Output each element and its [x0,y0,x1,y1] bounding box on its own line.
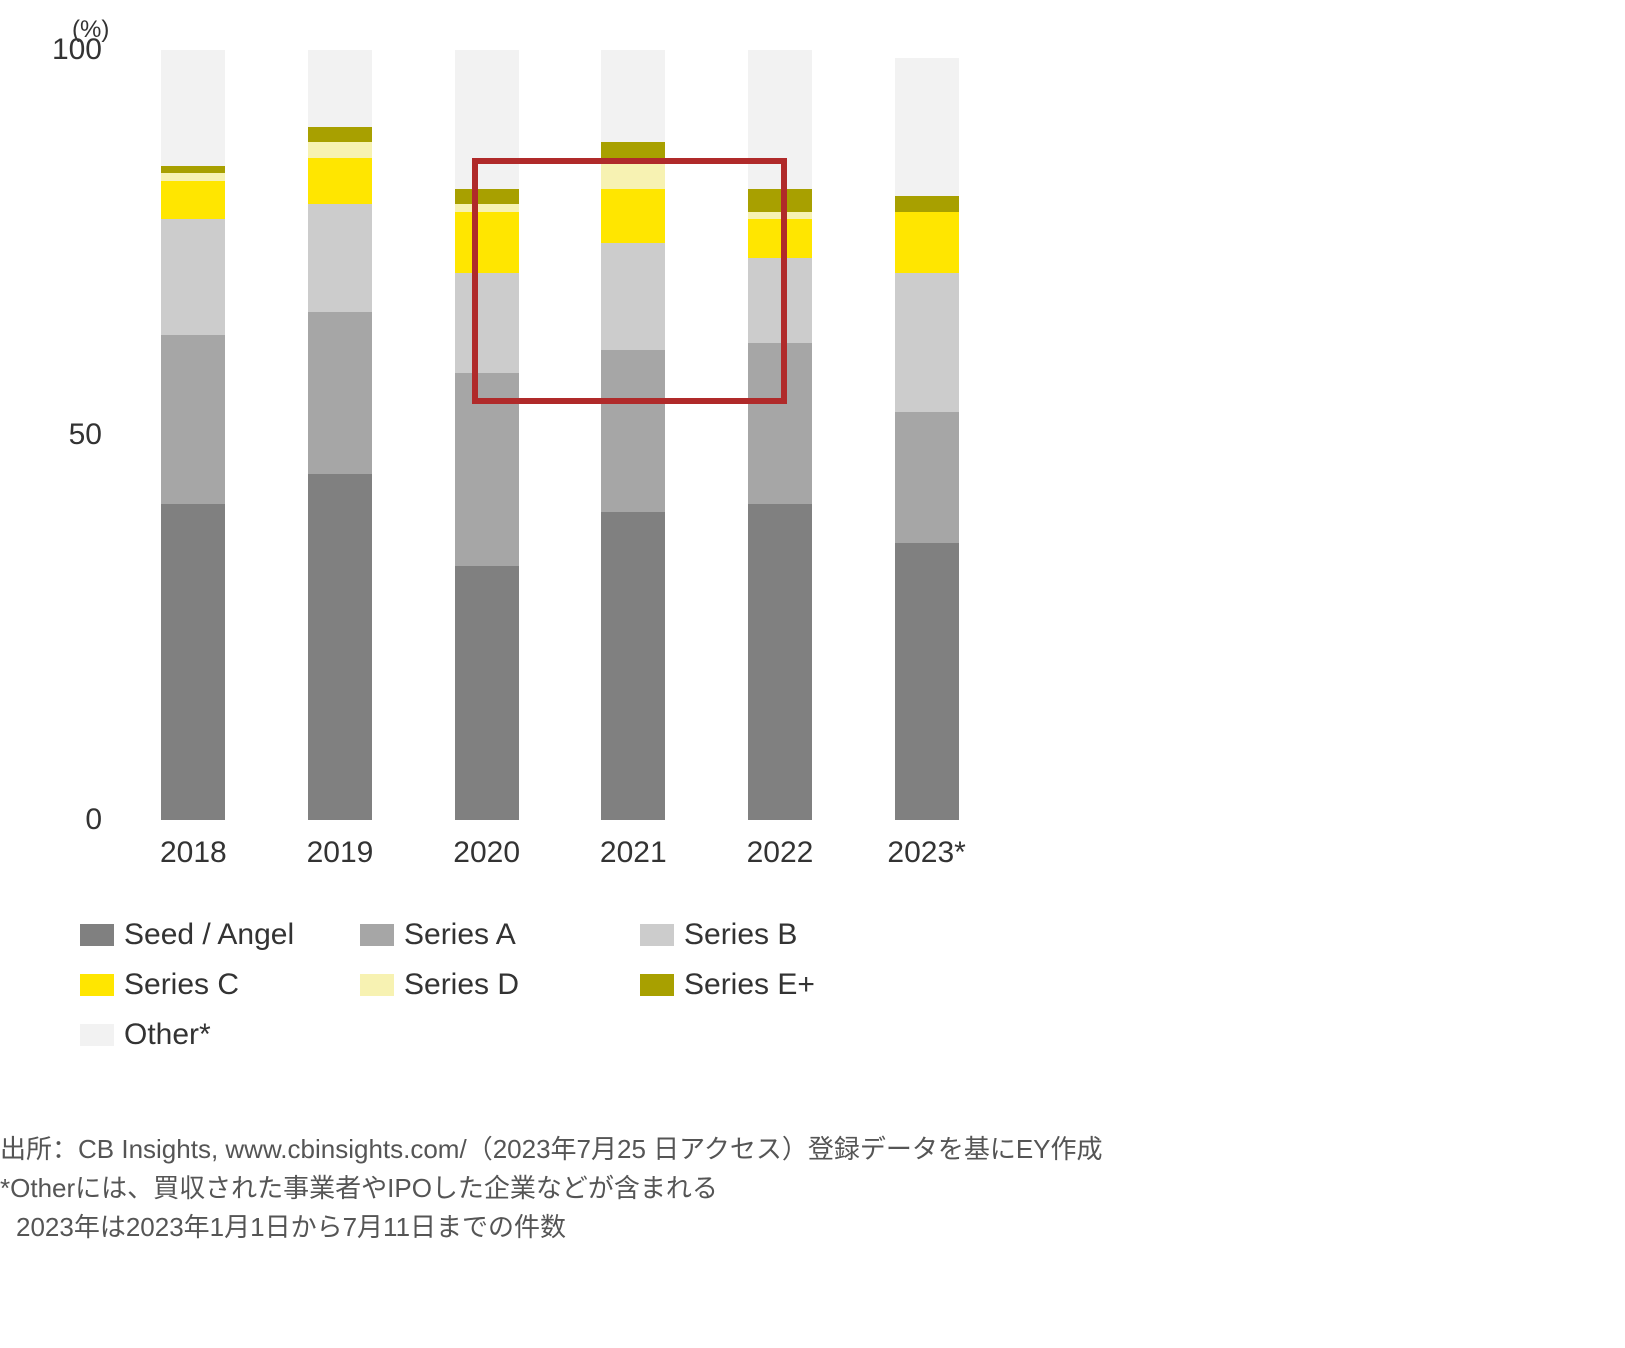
x-tick-label: 2019 [270,836,410,870]
bar-segment-seriesD [455,204,519,212]
bar-segment-seriesA [895,412,959,543]
legend: Seed / Angel Series A Series B Series C Seri… [80,910,980,1060]
bar-segment-seriesD [748,212,812,220]
bar-segment-seriesC [308,158,372,204]
x-tick-label: 2018 [123,836,263,870]
bar-segment-seed [748,504,812,820]
bar-segment-other [601,50,665,142]
bar-segment-seriesA [161,335,225,504]
footnote-source: 出所：CB Insights, www.cbinsights.com/（2023… [0,1130,1100,1169]
legend-label: Series D [404,968,519,1002]
bar-segment-seed [308,474,372,821]
x-tick-label: 2021 [563,836,703,870]
bar-column [161,50,225,820]
bar-column [895,50,959,820]
y-tick-label: 50 [22,418,102,452]
legend-swatch [80,974,114,996]
bar-segment-seriesC [601,189,665,243]
bar-segment-seed [601,512,665,820]
legend-label: Series C [124,968,239,1002]
bar-segment-seriesC [895,212,959,274]
legend-label: Series B [684,918,797,952]
bar-segment-seriesB [308,204,372,312]
legend-swatch [80,1024,114,1046]
footnotes: 出所：CB Insights, www.cbinsights.com/（2023… [0,1130,1100,1247]
legend-item: Series D [360,968,640,1002]
bar-segment-seriesE [601,142,665,157]
bar-column [601,50,665,820]
bar-segment-other [748,50,812,189]
bar-segment-seed [455,566,519,820]
bar-segment-seriesE [455,189,519,204]
legend-item: Series B [640,918,920,952]
bar-segment-seriesC [455,212,519,274]
y-tick-label: 100 [22,33,102,67]
legend-swatch [640,974,674,996]
bar-segment-seriesD [601,158,665,189]
legend-swatch [360,924,394,946]
legend-item: Other* [80,1018,360,1052]
plot-area: 050100 201820192020202120222023* [120,50,1000,820]
bar-segment-other [455,50,519,189]
footnote-other: *Otherには、買収された事業者やIPOした企業などが含まれる [0,1169,1100,1208]
bar-segment-seriesE [748,189,812,212]
bar-segment-seriesA [455,373,519,566]
bar-segment-seriesE [161,166,225,174]
bar-segment-seriesB [895,273,959,412]
bar-segment-seriesE [895,196,959,211]
x-tick-label: 2023* [857,836,997,870]
bar-segment-seriesC [161,181,225,220]
legend-swatch [80,924,114,946]
bar-segment-seriesC [748,219,812,258]
legend-label: Series E+ [684,968,815,1002]
bar-segment-seriesA [308,312,372,474]
bar-segment-seriesA [601,350,665,512]
bar-column [748,50,812,820]
y-tick-label: 0 [22,803,102,837]
bar-segment-seriesD [308,142,372,157]
bar-column [308,50,372,820]
legend-swatch [640,924,674,946]
bar-segment-seriesB [455,273,519,373]
bar-segment-other [161,50,225,166]
bar-segment-seriesE [308,127,372,142]
x-tick-label: 2020 [417,836,557,870]
legend-label: Series A [404,918,516,952]
bar-segment-other [895,58,959,197]
bar-segment-seriesB [748,258,812,343]
legend-item: Series C [80,968,360,1002]
bar-segment-seriesD [161,173,225,181]
bar-segment-other [308,50,372,127]
bar-segment-seriesB [601,243,665,351]
bars-group [120,50,1000,820]
x-tick-label: 2022 [710,836,850,870]
legend-item: Series E+ [640,968,920,1002]
legend-swatch [360,974,394,996]
x-axis-labels: 201820192020202120222023* [120,836,1000,870]
bar-segment-seriesA [748,343,812,505]
bar-segment-seed [161,504,225,820]
bar-segment-seriesB [161,219,225,335]
legend-label: Other* [124,1018,211,1052]
footnote-period: 2023年は2023年1月1日から7月11日までの件数 [0,1208,1100,1247]
bar-column [455,50,519,820]
bar-segment-seed [895,543,959,820]
legend-item: Seed / Angel [80,918,360,952]
legend-label: Seed / Angel [124,918,294,952]
legend-item: Series A [360,918,640,952]
